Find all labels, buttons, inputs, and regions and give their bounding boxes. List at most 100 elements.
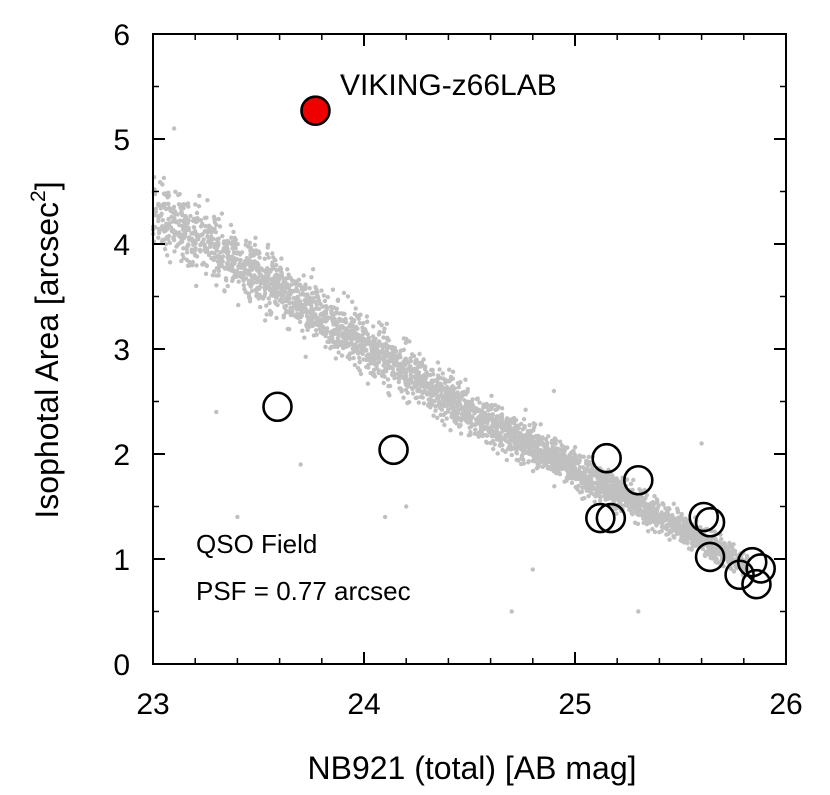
field-point bbox=[509, 609, 514, 614]
field-point bbox=[672, 535, 677, 540]
field-point bbox=[245, 244, 251, 249]
field-point bbox=[403, 378, 408, 383]
field-point bbox=[343, 319, 349, 325]
field-point bbox=[475, 396, 480, 401]
field-point bbox=[242, 286, 247, 292]
field-point bbox=[469, 403, 474, 408]
field-point bbox=[324, 305, 330, 310]
field-point bbox=[329, 305, 335, 310]
field-point bbox=[160, 218, 165, 223]
field-point bbox=[540, 464, 545, 470]
field-point bbox=[516, 458, 521, 463]
field-point bbox=[380, 342, 385, 347]
field-point bbox=[167, 260, 173, 265]
field-point bbox=[197, 193, 202, 198]
field-point bbox=[264, 303, 269, 308]
field-point bbox=[382, 358, 387, 363]
field-point bbox=[311, 333, 317, 338]
field-point bbox=[232, 250, 237, 256]
field-point bbox=[503, 449, 508, 454]
field-point bbox=[562, 463, 568, 468]
field-point bbox=[663, 506, 668, 511]
field-point bbox=[436, 373, 441, 378]
field-point bbox=[435, 360, 441, 365]
field-point bbox=[330, 287, 336, 292]
field-point bbox=[166, 193, 172, 198]
field-point bbox=[306, 298, 311, 304]
field-point bbox=[592, 470, 597, 475]
field-point bbox=[387, 351, 393, 357]
field-point bbox=[464, 412, 469, 417]
field-point bbox=[509, 417, 514, 422]
field-point bbox=[289, 282, 294, 287]
field-point bbox=[405, 400, 410, 406]
field-point bbox=[204, 215, 209, 220]
field-point bbox=[731, 542, 736, 547]
field-point bbox=[409, 352, 415, 357]
field-point bbox=[328, 346, 333, 351]
field-point bbox=[316, 298, 322, 303]
field-point bbox=[456, 385, 461, 390]
field-point bbox=[222, 289, 227, 294]
field-point bbox=[294, 279, 299, 284]
field-point bbox=[180, 227, 186, 232]
emitter-circle bbox=[688, 501, 720, 533]
field-point bbox=[309, 303, 314, 308]
field-point bbox=[668, 523, 673, 528]
y-tick-label: 2 bbox=[113, 439, 130, 472]
field-point bbox=[442, 422, 447, 428]
field-point bbox=[247, 294, 252, 299]
highlight-label: VIKING-z66LAB bbox=[340, 69, 557, 102]
field-point bbox=[381, 335, 386, 340]
field-point bbox=[424, 369, 429, 375]
field-point bbox=[590, 486, 596, 492]
field-point bbox=[284, 298, 289, 303]
field-point bbox=[635, 521, 641, 527]
field-point bbox=[161, 201, 166, 207]
field-point bbox=[430, 367, 435, 373]
field-point bbox=[243, 271, 248, 276]
field-point bbox=[259, 266, 264, 271]
field-point bbox=[167, 240, 172, 246]
field-point bbox=[609, 477, 614, 483]
field-point bbox=[450, 414, 455, 419]
field-point bbox=[275, 291, 281, 296]
field-point bbox=[184, 217, 189, 222]
field-point bbox=[339, 311, 345, 316]
field-point bbox=[483, 418, 488, 423]
field-point bbox=[232, 241, 237, 246]
field-point bbox=[238, 257, 243, 263]
field-point bbox=[353, 324, 359, 329]
field-point bbox=[257, 292, 262, 298]
field-point bbox=[257, 250, 262, 256]
field-point bbox=[209, 256, 214, 261]
field-point bbox=[494, 423, 499, 429]
field-point bbox=[171, 230, 176, 235]
field-point bbox=[572, 454, 578, 459]
field-point bbox=[243, 238, 249, 243]
field-point bbox=[247, 271, 253, 277]
field-point bbox=[272, 299, 278, 304]
field-point bbox=[298, 462, 303, 467]
field-point bbox=[636, 609, 641, 614]
field-point bbox=[539, 450, 544, 455]
field-point bbox=[655, 518, 660, 523]
field-point bbox=[195, 234, 200, 239]
field-point bbox=[413, 395, 418, 401]
field-point bbox=[572, 445, 578, 450]
field-point bbox=[596, 483, 602, 489]
field-point bbox=[500, 416, 505, 422]
field-point bbox=[285, 267, 290, 272]
field-point bbox=[283, 310, 289, 315]
field-point bbox=[469, 424, 474, 429]
field-point bbox=[439, 388, 444, 394]
field-point bbox=[356, 316, 361, 321]
field-point bbox=[347, 356, 352, 362]
field-point bbox=[279, 296, 284, 301]
field-point bbox=[392, 348, 397, 353]
field-point bbox=[708, 555, 713, 561]
y-axis-title: Isophotal Area [arcsec2] bbox=[27, 181, 65, 518]
field-point bbox=[288, 307, 294, 312]
field-point bbox=[229, 265, 235, 271]
field-point bbox=[231, 229, 236, 235]
